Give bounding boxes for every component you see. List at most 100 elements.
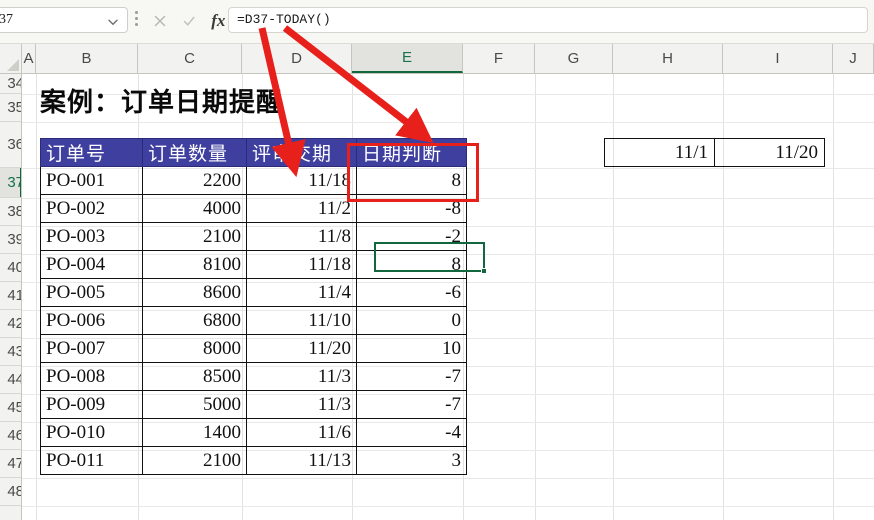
cell-order-id[interactable]: PO-007 <box>40 334 143 363</box>
cell-order-id[interactable]: PO-010 <box>40 418 143 447</box>
column-header-j[interactable]: J <box>833 44 874 73</box>
row-header-label: 35 <box>7 99 21 116</box>
cell-review-due[interactable]: 11/3 <box>246 390 357 419</box>
confirm-check-icon[interactable] <box>177 8 200 34</box>
gridline-horizontal <box>22 122 874 123</box>
column-header-a[interactable]: A <box>22 44 36 73</box>
cell-review-due[interactable]: 11/4 <box>246 278 357 307</box>
row-header-45[interactable]: 45 <box>0 394 21 422</box>
column-header-g[interactable]: G <box>535 44 613 73</box>
row-header-39[interactable]: 39 <box>0 226 21 254</box>
cell-date-judgement[interactable]: 8 <box>356 166 467 195</box>
cell-order-qty[interactable]: 2100 <box>142 222 247 251</box>
cell-review-due[interactable]: 11/10 <box>246 306 357 335</box>
column-header-i[interactable]: I <box>723 44 833 73</box>
row-header-label: 41 <box>7 287 21 304</box>
gridline-vertical <box>723 74 724 520</box>
cell-order-qty[interactable]: 2100 <box>142 446 247 475</box>
cell-order-id[interactable]: PO-009 <box>40 390 143 419</box>
cell-order-qty[interactable]: 4000 <box>142 194 247 223</box>
cell-order-id[interactable]: PO-003 <box>40 222 143 251</box>
select-all-corner[interactable] <box>0 44 22 73</box>
chevron-down-icon[interactable] <box>107 16 118 27</box>
column-header-date-judgement[interactable]: 日期判断 <box>356 138 467 167</box>
cell-order-id[interactable]: PO-011 <box>40 446 143 475</box>
cell-date-judgement[interactable]: 10 <box>356 334 467 363</box>
more-vertical-icon[interactable] <box>134 11 139 31</box>
table-row: PO-004 8100 11/18 8 <box>40 250 467 279</box>
row-header-48[interactable]: 48 <box>0 478 21 506</box>
cell-order-qty[interactable]: 1400 <box>142 418 247 447</box>
cell-date-judgement[interactable]: 0 <box>356 306 467 335</box>
table-row: PO-008 8500 11/3 -7 <box>40 362 467 391</box>
formula-input[interactable]: =D37-TODAY() <box>228 7 868 33</box>
side-cell-end-date[interactable]: 11/20 <box>714 138 825 167</box>
cell-review-due[interactable]: 11/8 <box>246 222 357 251</box>
cell-order-id[interactable]: PO-008 <box>40 362 143 391</box>
spreadsheet-grid[interactable]: 案例：订单日期提醒 订单号 订单数量 评审交期 日期判断 PO-001 2200 1… <box>22 74 874 520</box>
cell-order-id[interactable]: PO-006 <box>40 306 143 335</box>
cell-order-id[interactable]: PO-002 <box>40 194 143 223</box>
cell-review-due[interactable]: 11/18 <box>246 166 357 195</box>
row-header-38[interactable]: 38 <box>0 198 21 226</box>
column-header-order-qty[interactable]: 订单数量 <box>142 138 247 167</box>
cell-order-qty[interactable]: 6800 <box>142 306 247 335</box>
row-header-35[interactable]: 35 <box>0 94 21 122</box>
cell-order-qty[interactable]: 5000 <box>142 390 247 419</box>
cell-review-due[interactable]: 11/13 <box>246 446 357 475</box>
row-header-36[interactable]: 36 <box>0 122 21 168</box>
row-header-46[interactable]: 46 <box>0 422 21 450</box>
gridline-horizontal <box>22 94 874 95</box>
table-row: PO-009 5000 11/3 -7 <box>40 390 467 419</box>
cell-date-judgement[interactable]: -2 <box>356 222 467 251</box>
cell-date-judgement[interactable]: -4 <box>356 418 467 447</box>
cell-date-judgement[interactable]: -8 <box>356 194 467 223</box>
cell-order-id[interactable]: PO-004 <box>40 250 143 279</box>
row-header-34[interactable]: 34 <box>0 74 21 94</box>
row-header-40[interactable]: 40 <box>0 254 21 282</box>
cell-review-due[interactable]: 11/2 <box>246 194 357 223</box>
row-header-label: 40 <box>7 259 21 276</box>
cell-order-qty[interactable]: 8500 <box>142 362 247 391</box>
row-header-42[interactable]: 42 <box>0 310 21 338</box>
formula-bar-buttons: fx <box>148 6 230 36</box>
cancel-x-icon[interactable] <box>148 8 171 34</box>
row-header-41[interactable]: 41 <box>0 282 21 310</box>
cell-date-judgement[interactable]: -6 <box>356 278 467 307</box>
cell-order-id[interactable]: PO-005 <box>40 278 143 307</box>
column-header-review-due[interactable]: 评审交期 <box>246 138 357 167</box>
row-header-label: 42 <box>7 315 21 332</box>
column-header-e[interactable]: E <box>352 44 463 73</box>
cell-review-due[interactable]: 11/20 <box>246 334 357 363</box>
column-header-h[interactable]: H <box>613 44 723 73</box>
cell-order-qty[interactable]: 8100 <box>142 250 247 279</box>
row-header-37[interactable]: 37 <box>0 168 21 198</box>
cell-order-id[interactable]: PO-001 <box>40 166 143 195</box>
cell-date-judgement[interactable]: -7 <box>356 390 467 419</box>
side-cell-start-date[interactable]: 11/1 <box>604 138 715 167</box>
row-header-43[interactable]: 43 <box>0 338 21 366</box>
cell-review-due[interactable]: 11/18 <box>246 250 357 279</box>
column-header-order-id[interactable]: 订单号 <box>40 138 143 167</box>
cell-order-qty[interactable]: 8600 <box>142 278 247 307</box>
cell-order-qty[interactable]: 8000 <box>142 334 247 363</box>
cell-date-judgement[interactable]: 3 <box>356 446 467 475</box>
row-header-47[interactable]: 47 <box>0 450 21 478</box>
cell-date-judgement[interactable]: -7 <box>356 362 467 391</box>
cell-order-qty[interactable]: 2200 <box>142 166 247 195</box>
cell-date-judgement[interactable]: 8 <box>356 250 467 279</box>
sheet-title: 案例：订单日期提醒 <box>40 88 284 117</box>
column-header-d[interactable]: D <box>242 44 352 73</box>
name-box[interactable]: 37 <box>0 7 128 33</box>
name-box-value: 37 <box>0 12 13 27</box>
column-header-f[interactable]: F <box>463 44 535 73</box>
fx-insert-function-icon[interactable]: fx <box>211 11 226 30</box>
table-row: PO-007 8000 11/20 10 <box>40 334 467 363</box>
row-header-44[interactable]: 44 <box>0 366 21 394</box>
column-header-b[interactable]: B <box>36 44 138 73</box>
cell-review-due[interactable]: 11/6 <box>246 418 357 447</box>
row-header-label: 38 <box>7 203 21 220</box>
row-header-label: 45 <box>7 399 21 416</box>
column-header-c[interactable]: C <box>138 44 242 73</box>
cell-review-due[interactable]: 11/3 <box>246 362 357 391</box>
